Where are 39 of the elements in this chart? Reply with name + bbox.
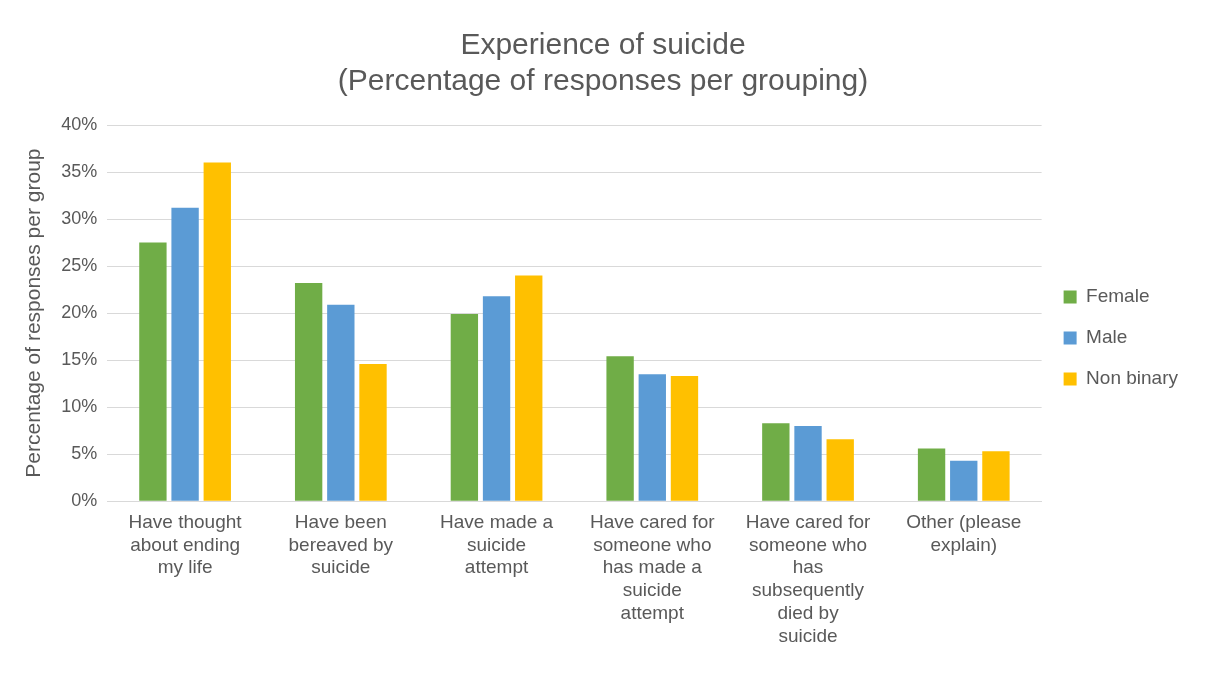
- bar: [450, 314, 479, 501]
- legend-label: Non binary: [1086, 367, 1179, 389]
- chart-subtitle: (Percentage of responses per grouping): [337, 63, 869, 97]
- bar: [171, 207, 199, 501]
- x-tick-label: Have made a suicide attempt: [440, 510, 554, 578]
- y-tick-label: 15%: [61, 349, 98, 370]
- bar: [762, 423, 790, 501]
- x-tick-label: Have been bereaved by suicide: [288, 510, 394, 578]
- y-tick-label: 35%: [61, 160, 98, 181]
- x-tick-label: Have cared for someone who has made a suicide attempt: [589, 510, 716, 624]
- legend-label: Female: [1086, 285, 1150, 307]
- y-tick-label: 10%: [61, 396, 98, 417]
- bar: [794, 425, 822, 501]
- bar: [359, 363, 387, 501]
- y-tick-label: 5%: [71, 443, 98, 464]
- y-tick-label: 20%: [61, 302, 98, 323]
- bar: [982, 451, 1010, 501]
- bar: [515, 275, 543, 501]
- y-axis-title: Percentage of responses per group: [21, 148, 45, 478]
- y-tick-label: 30%: [61, 208, 98, 229]
- bar: [203, 162, 231, 501]
- x-tick-label: Have cared for someone who has subsequently died by suicide: [745, 510, 871, 646]
- bar: [327, 304, 355, 501]
- y-tick-label: 40%: [61, 113, 98, 134]
- bar: [670, 376, 699, 501]
- chart-title: Experience of suicide: [460, 27, 746, 61]
- bar: [826, 439, 854, 501]
- bar: [950, 460, 978, 501]
- bar: [638, 374, 666, 501]
- bar: [294, 283, 323, 501]
- y-tick-label: 0%: [71, 490, 98, 511]
- y-tick-label: 25%: [61, 255, 98, 276]
- bar: [482, 296, 511, 501]
- legend-label: Male: [1086, 326, 1128, 348]
- bar: [139, 242, 167, 501]
- bar: [606, 356, 634, 501]
- x-tick-label: Have thought about ending my life: [128, 510, 243, 578]
- bar: [917, 448, 946, 501]
- x-tick-label: Other (please explain): [906, 510, 1022, 555]
